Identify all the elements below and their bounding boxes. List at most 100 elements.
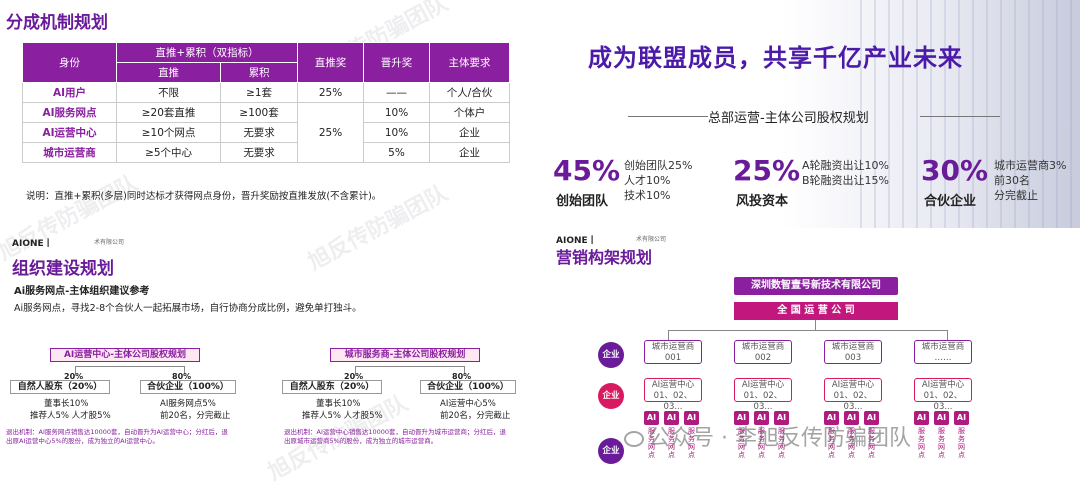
table-row: AI服务网点 ≥20套直推 ≥100套 25% 10% 个体户 xyxy=(22,102,510,163)
exit-mechanism: 退出机制：AI运营中心销售达10000套，自动晋升为城市运营商；分红后，退 出原城… xyxy=(284,428,507,445)
cell: 个人/合伙 xyxy=(429,82,510,103)
ai-box: AI xyxy=(684,411,699,425)
col-subject: 主体要求 xyxy=(429,42,510,83)
col-direct-reward: 直推奖 xyxy=(297,42,364,83)
table-row: 城市运营商 ≥5个中心 无要求 5% 企业 xyxy=(22,142,510,163)
table-row: AI运营中心 ≥10个网点 无要求 10% 企业 xyxy=(22,122,510,143)
hq-company-box: 深圳数智壹号新技术有限公司 xyxy=(734,277,898,295)
col-identity: 身份 xyxy=(22,42,117,83)
stat-founders-pct: 45% xyxy=(553,154,621,187)
marketing-title: 营销构架规划 xyxy=(556,248,653,267)
enterprise-circle: 企业 xyxy=(598,342,624,368)
revenue-table: 身份 直推+累积（双指标） 直推奖 晋升奖 主体要求 直推 累积 AI用户 不限… xyxy=(22,42,510,163)
connector xyxy=(815,320,816,330)
cell: ≥20套直推 xyxy=(115,102,222,123)
pct-label: 80% xyxy=(172,372,192,381)
company-small: 术有限公司 xyxy=(94,239,125,246)
exit-mechanism: 退出机制：AI服务网点销售达10000套，自动晋升为AI运营中心；分红后，退 出原… xyxy=(6,428,228,445)
cell: 企业 xyxy=(429,122,510,143)
national-ops-box: 全 国 运 营 公 司 xyxy=(734,302,898,320)
ai-box: AI xyxy=(664,411,679,425)
pct-label: 20% xyxy=(344,372,364,381)
partner-enterprise-box: 合伙企业（100%） xyxy=(420,380,516,394)
service-point-label: 服务网点 xyxy=(868,427,875,459)
service-point-label: 服务网点 xyxy=(938,427,945,459)
service-point-label: 服务网点 xyxy=(918,427,925,459)
ai-box: AI xyxy=(914,411,929,425)
ai-box: AI xyxy=(824,411,839,425)
col-promo-reward: 晋升奖 xyxy=(363,42,430,83)
cell: 无要求 xyxy=(220,122,298,143)
cell: 25% xyxy=(297,82,364,103)
cell: 不限 xyxy=(115,82,222,103)
service-point-label: 服务网点 xyxy=(688,427,695,459)
city-operator-box: 城市运营商 002 xyxy=(734,340,792,364)
col-direct: 直推 xyxy=(115,62,222,83)
stat-partner-desc: 城市运营商3% 前30名 分完截止 xyxy=(994,159,1067,202)
ai-box: AI xyxy=(844,411,859,425)
ai-box: AI xyxy=(864,411,879,425)
equity-panel xyxy=(540,0,1080,228)
row-name: AI服务网点 xyxy=(22,102,117,123)
slogan: 成为联盟成员，共享千亿产业未来 xyxy=(588,44,963,72)
ops-center-box: AI运营中心 01、02、03... xyxy=(914,378,972,412)
ai-box: AI xyxy=(774,411,789,425)
service-point-label: 服务网点 xyxy=(758,427,765,459)
cell: ≥1套 xyxy=(220,82,298,103)
connector xyxy=(668,330,948,340)
ai-box: AI xyxy=(954,411,969,425)
table-row: AI用户 不限 ≥1套 25% —— 个人/合伙 xyxy=(22,82,510,103)
ai-box: AI xyxy=(644,411,659,425)
ai-box: AI xyxy=(734,411,749,425)
city-service-equity-title: 城市服务商-主体公司股权规划 xyxy=(330,348,480,362)
wechat-watermark: 公众号 · 李旭反传防骗团队 xyxy=(624,420,911,452)
ai-box: AI xyxy=(754,411,769,425)
revenue-title: 分成机制规划 xyxy=(6,13,108,33)
service-point-label: 服务网点 xyxy=(958,427,965,459)
stat-vc-pct: 25% xyxy=(733,154,801,187)
ops-center-box: AI运营中心 01、02、03... xyxy=(734,378,792,412)
connector xyxy=(355,366,465,374)
shareholder-detail: 董事长10% 推荐人5% 人才股5% xyxy=(30,399,111,421)
cell: ≥10个网点 xyxy=(115,122,222,143)
cell: 25% xyxy=(297,102,364,163)
org-subtitle: Ai服务网点-主体组织建议参考 xyxy=(14,286,150,297)
stat-founders-desc: 创始团队25% 人才10% 技术10% xyxy=(624,159,693,202)
cell: 10% xyxy=(363,102,430,123)
service-point-label: 服务网点 xyxy=(668,427,675,459)
natural-shareholder-box: 自然人股东（20%） xyxy=(10,380,110,394)
cell: 无要求 xyxy=(220,142,298,163)
cell: ≥100套 xyxy=(220,102,298,123)
service-point-label: 服务网点 xyxy=(648,427,655,459)
table-note: 说明：直推+累积(多层)同时达标才获得网点身份，晋升奖励按直推发放(不含累计)。 xyxy=(26,191,382,202)
row-name: 城市运营商 xyxy=(22,142,117,163)
col-cumulative: 累积 xyxy=(220,62,298,83)
col-group: 直推+累积（双指标） xyxy=(116,42,298,63)
ops-center-equity-title: AI运营中心-主体公司股权规划 xyxy=(50,348,200,362)
connector xyxy=(75,366,185,374)
org-title: 组织建设规划 xyxy=(12,259,114,279)
row-name: AI运营中心 xyxy=(22,122,117,143)
city-operator-box: 城市运营商 003 xyxy=(824,340,882,364)
company-small: 术有限公司 xyxy=(636,236,667,243)
server-background xyxy=(860,0,1080,228)
enterprise-circle: 企业 xyxy=(598,438,624,464)
stat-partner-pct: 30% xyxy=(921,154,989,187)
service-point-label: 服务网点 xyxy=(848,427,855,459)
natural-shareholder-box: 自然人股东（20%） xyxy=(282,380,382,394)
service-point-label: 服务网点 xyxy=(778,427,785,459)
service-point-label: 服务网点 xyxy=(738,427,745,459)
stat-founders-label: 创始团队 xyxy=(556,194,609,209)
enterprise-circle: 企业 xyxy=(598,383,624,409)
service-point-label: 服务网点 xyxy=(828,427,835,459)
watermark: 旭反传防骗团队 xyxy=(0,171,143,266)
ops-center-box: AI运营中心 01、02、03... xyxy=(824,378,882,412)
brand-logo: AIONE丨 xyxy=(556,236,597,246)
city-operator-box: 城市运营商…… xyxy=(914,340,972,364)
ai-box: AI xyxy=(934,411,949,425)
cell: —— xyxy=(363,82,430,103)
divider xyxy=(920,116,1000,117)
wechat-icon xyxy=(624,431,644,447)
stat-partner-label: 合伙企业 xyxy=(924,194,977,209)
pct-label: 80% xyxy=(452,372,472,381)
